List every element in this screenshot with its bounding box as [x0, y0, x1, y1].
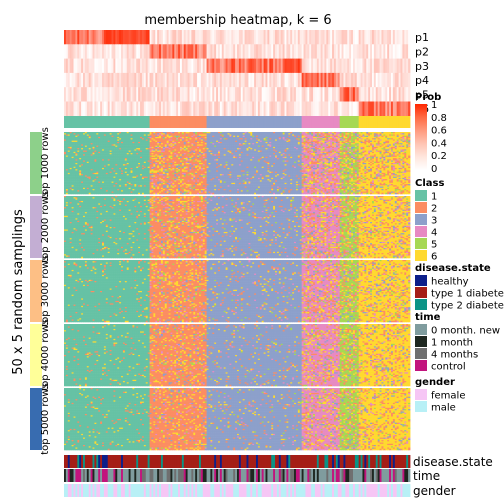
membership-heatmap [64, 30, 410, 116]
membership-cell [408, 59, 410, 74]
membership-cell [408, 73, 410, 88]
membership-row-label-p1: p1 [415, 31, 429, 44]
membership-row-labels: p1p2p3p4p5p6 [415, 31, 429, 116]
class-annotation-track [64, 116, 410, 128]
sampling-class-heatmap [64, 132, 410, 450]
membership-cell [408, 102, 410, 117]
class-track-cell [408, 116, 410, 128]
chart-title: membership heatmap, k = 6 [144, 13, 331, 28]
membership-cell [408, 87, 410, 102]
membership-row-label-p2: p2 [415, 45, 429, 58]
membership-cell [408, 44, 410, 59]
membership-row-label-p4: p4 [415, 74, 429, 87]
membership-cell [408, 30, 410, 45]
membership-row-label-p3: p3 [415, 60, 429, 73]
